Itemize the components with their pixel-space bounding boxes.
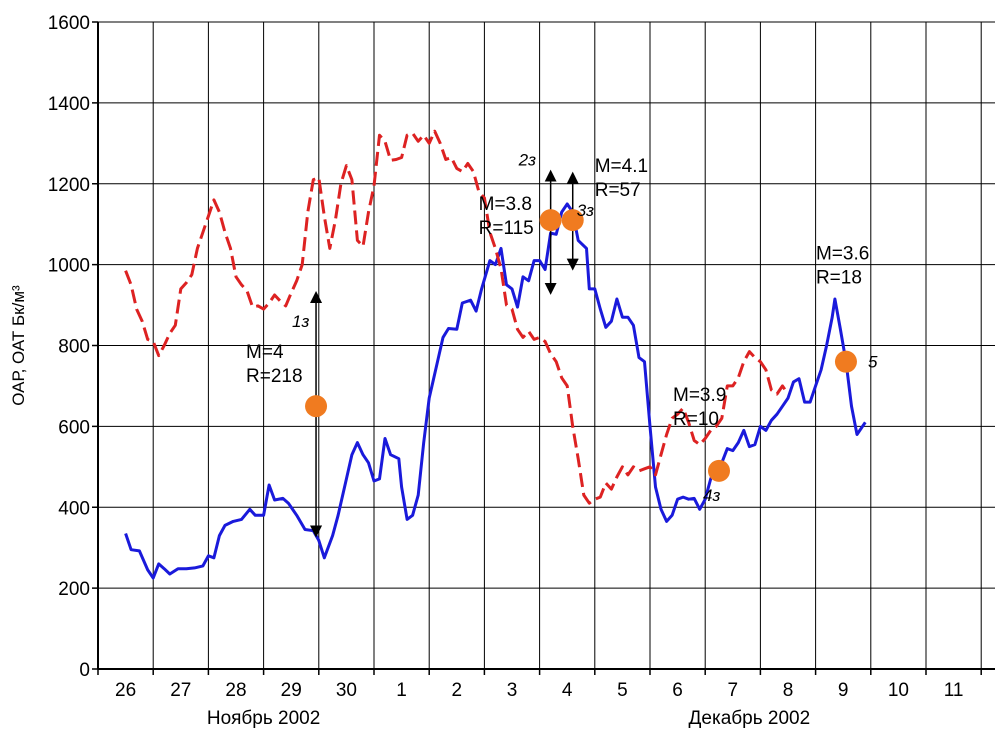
annotation-m-label: M=3.6 xyxy=(816,244,869,265)
x-tick-label: 3 xyxy=(507,680,518,701)
y-tick-label: 1400 xyxy=(48,94,90,115)
y-axis-label: ОАР, ОАТ Бк/м³ xyxy=(9,285,28,406)
y-tick-label: 800 xyxy=(58,337,90,358)
x-tick-label: 6 xyxy=(672,680,683,701)
annotation-event-label: 4з xyxy=(703,486,720,505)
data-marker xyxy=(305,395,328,418)
data-marker xyxy=(561,209,584,232)
x-tick-label: 29 xyxy=(281,680,302,701)
x-tick-label: 4 xyxy=(562,680,573,701)
y-tick-label: 200 xyxy=(58,579,90,600)
x-tick-label: 26 xyxy=(115,680,136,701)
x-tick-label: 30 xyxy=(336,680,357,701)
y-tick-label: 0 xyxy=(79,660,90,681)
series-line-blue xyxy=(124,202,867,580)
x-tick-label: 2 xyxy=(452,680,463,701)
annotation-event-label: 1з xyxy=(292,312,309,331)
y-tick-label: 400 xyxy=(58,498,90,519)
annotation-r-label: R=57 xyxy=(595,180,641,201)
annotation-r-label: R=115 xyxy=(479,218,534,239)
x-tick-label: 9 xyxy=(838,680,849,701)
y-tick-label: 1000 xyxy=(48,256,90,277)
y-tick-label: 1600 xyxy=(48,13,90,34)
annotation-event-label: 2з xyxy=(518,151,536,170)
x-tick-label: 27 xyxy=(170,680,191,701)
annotation-m-label: M=4 xyxy=(246,342,284,363)
annotation-event-label: 3з xyxy=(577,201,594,220)
x-month-label: Декабрь 2002 xyxy=(689,708,811,729)
y-tick-label: 600 xyxy=(58,417,90,438)
annotation-event-label: 5 xyxy=(868,353,878,372)
data-marker xyxy=(834,350,857,373)
series-lines xyxy=(124,129,867,580)
grid-lines xyxy=(97,21,995,670)
annotation-r-label: R=18 xyxy=(816,268,862,289)
data-marker xyxy=(539,209,562,232)
data-marker xyxy=(708,459,730,482)
x-tick-label: 8 xyxy=(783,680,794,701)
annotation-m-label: M=4.1 xyxy=(595,156,648,177)
x-tick-label: 5 xyxy=(617,680,628,701)
y-tick-label: 1200 xyxy=(48,175,90,196)
axes xyxy=(92,21,995,675)
annotation-m-label: M=3.8 xyxy=(479,194,532,215)
x-tick-label: 11 xyxy=(944,680,964,701)
annotation-r-label: R=218 xyxy=(246,366,303,387)
x-tick-label: 1 xyxy=(396,680,407,701)
x-tick-label: 28 xyxy=(225,680,246,701)
annotation-r-label: R=10 xyxy=(673,409,719,430)
series-line-red xyxy=(124,129,787,505)
x-tick-label: 10 xyxy=(888,680,909,701)
x-month-label: Ноябрь 2002 xyxy=(207,708,320,729)
x-tick-label: 7 xyxy=(728,680,739,701)
annotation-m-label: M=3.9 xyxy=(673,385,726,406)
